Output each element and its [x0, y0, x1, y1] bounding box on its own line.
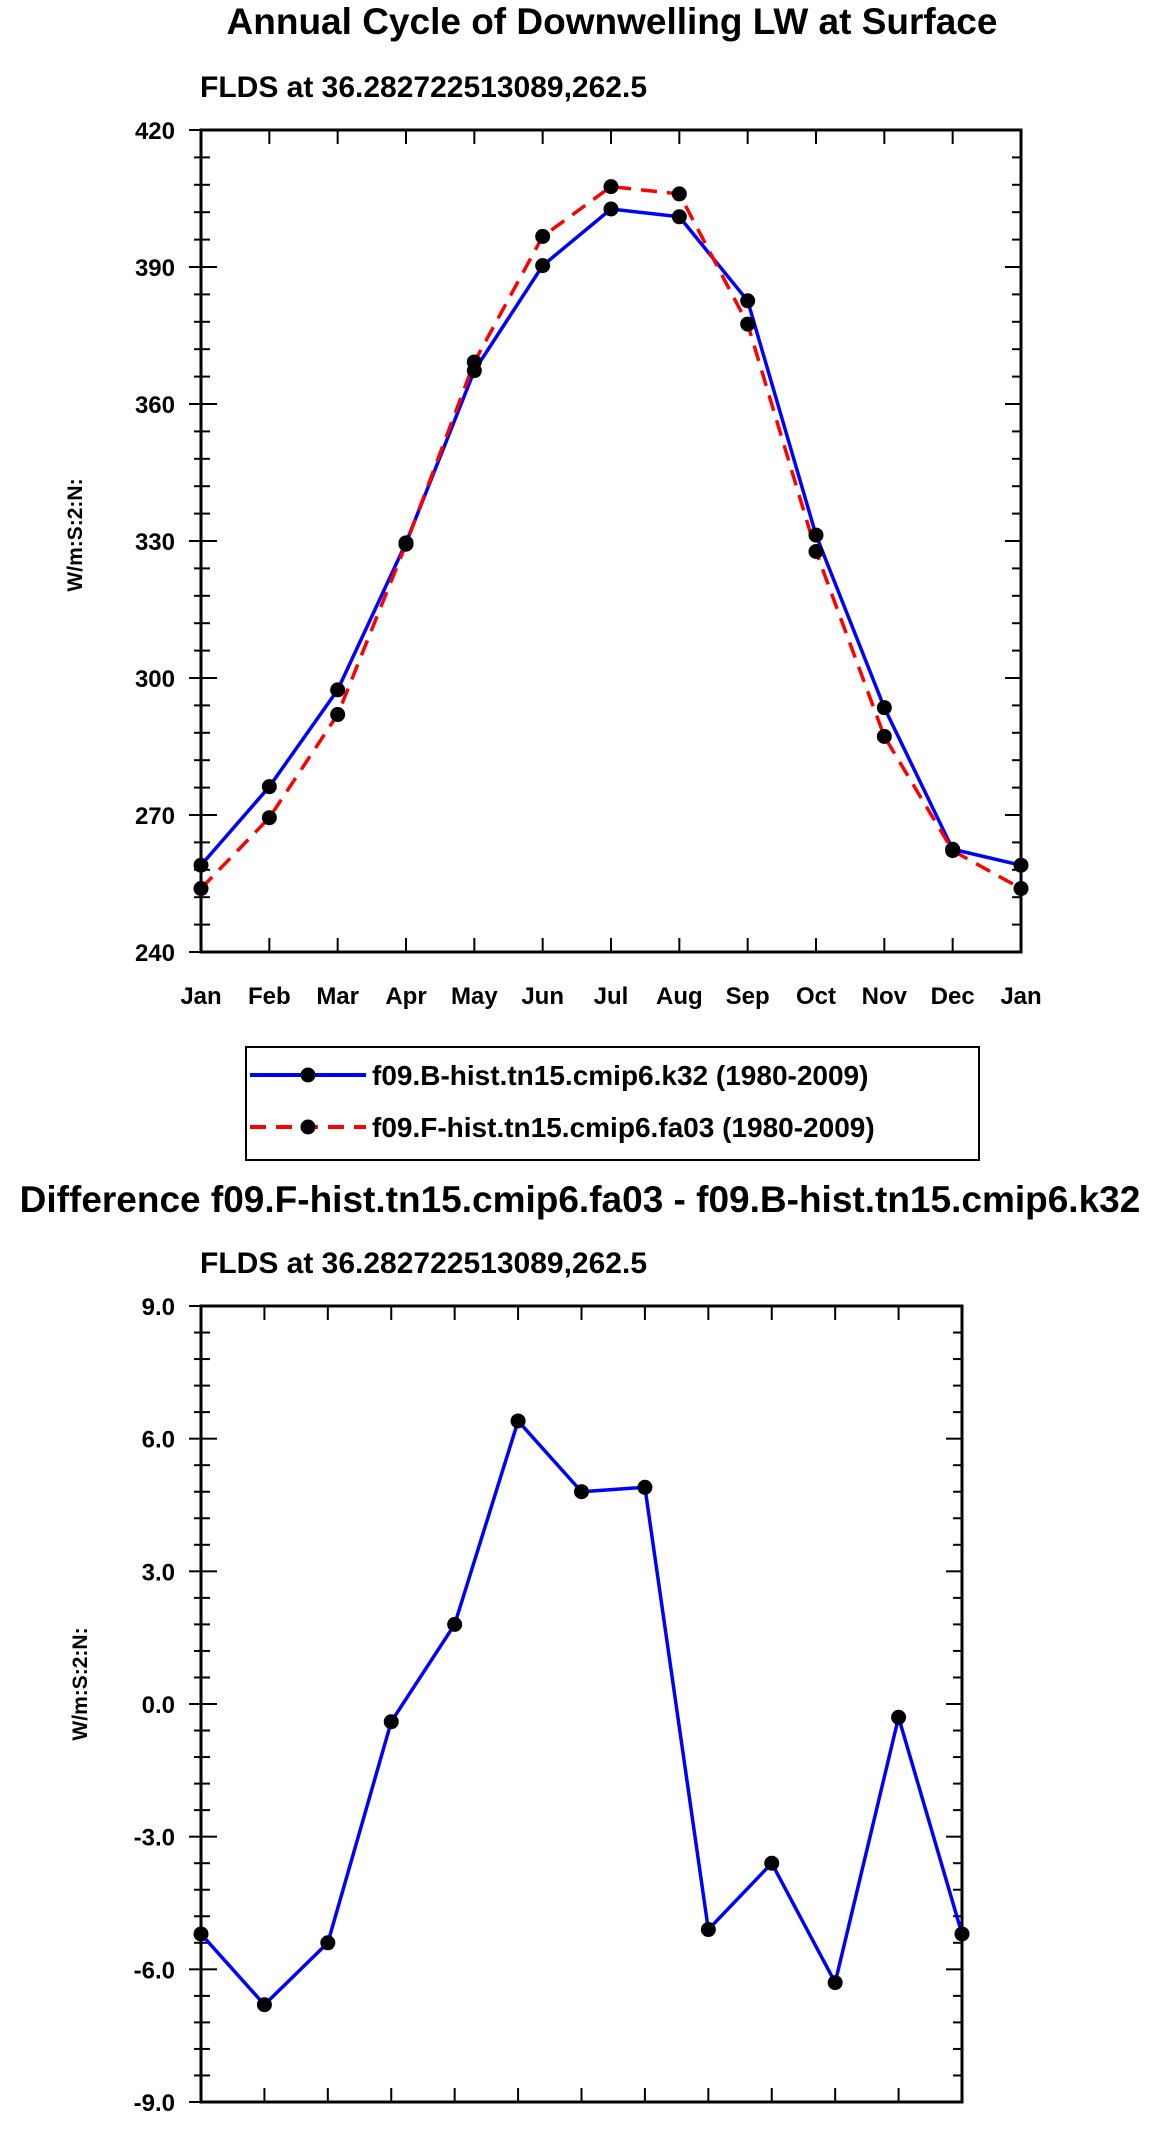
y-tick-label: -9.0 [134, 2090, 175, 2117]
series-2-point [740, 316, 756, 332]
chart1-x-tick-labels: Jan Feb Mar Apr May Jun Jul Aug Sep Oct Nov Dec Jan [180, 983, 1041, 1010]
series-2-point [671, 186, 687, 202]
annual-cycle-chart: Annual Cycle of Downwelling LW at Surfac… [64, 1, 1042, 1010]
series-1-point [637, 1479, 653, 1495]
y-tick-label: 9.0 [142, 1294, 175, 1321]
series-line-2 [199, 184, 1022, 891]
chart1-ylabel: W/m:S:2:N: [64, 478, 87, 591]
legend-label-series-2: f09.F-hist.tn15.cmip6.fa03 (1980-2009) [372, 1112, 875, 1143]
x-tick-label: Jun [521, 983, 564, 1010]
series-1-point [574, 1484, 589, 1500]
series-1-point [827, 1975, 843, 1991]
series-1-point [1013, 857, 1029, 873]
x-tick-label: Nov [862, 983, 908, 1010]
series-2-point [603, 179, 619, 195]
chart1-ticks [189, 129, 1022, 953]
series-line-1 [199, 207, 1022, 867]
y-tick-label: 390 [135, 255, 175, 282]
series-1-point [876, 700, 892, 716]
chart1-legend: f09.B-hist.tn15.cmip6.k32 (1980-2009) f0… [245, 1046, 980, 1161]
series-1-point [256, 1997, 272, 2013]
chart1-title: Annual Cycle of Downwelling LW at Surfac… [227, 1, 998, 42]
x-tick-label: May [451, 983, 498, 1010]
x-tick-label: Sep [726, 983, 770, 1010]
x-tick-label: Dec [931, 983, 975, 1010]
y-tick-label: 360 [135, 392, 175, 419]
series-1-point [535, 258, 551, 274]
series-2-point [398, 536, 414, 552]
series-1-point [330, 682, 346, 698]
series-1-point [700, 1922, 716, 1938]
chart2-series [193, 1413, 970, 2013]
legend-marker-series-2 [300, 1119, 316, 1135]
y-tick-label: 3.0 [142, 1559, 175, 1586]
series-1-point [954, 1926, 970, 1942]
series-1-point [193, 857, 209, 873]
chart2-title: Difference f09.F-hist.tn15.cmip6.fa03 - … [20, 1179, 1141, 1220]
x-tick-label: Jan [180, 983, 221, 1010]
series-1-point [740, 293, 756, 309]
x-tick-label: Apr [385, 983, 426, 1010]
series-2-point [535, 228, 551, 244]
y-tick-label: 6.0 [142, 1427, 175, 1454]
series-2-point [1013, 881, 1029, 897]
y-tick-label: 270 [135, 803, 175, 830]
x-tick-label: Aug [656, 983, 703, 1010]
series-1-point [603, 201, 619, 217]
legend-frame [245, 1046, 980, 1161]
series-1-point [671, 209, 687, 225]
chart2-y-tick-labels: -9.0 -6.0 -3.0 0.0 3.0 6.0 9.0 [134, 1294, 175, 2117]
legend-marker-series-1 [300, 1067, 316, 1083]
series-line-1 [199, 1419, 964, 2007]
series-1-point [510, 1413, 526, 1429]
series-1-point [261, 779, 277, 795]
y-tick-label: 240 [135, 940, 175, 967]
x-tick-label: Jan [1000, 983, 1041, 1010]
series-1-point [891, 1709, 907, 1725]
series-2-point [466, 354, 482, 370]
chart1-plot-frame [199, 128, 1023, 954]
y-tick-label: -6.0 [134, 1957, 175, 1984]
x-tick-label: Feb [248, 983, 291, 1010]
x-tick-label: Jul [594, 983, 629, 1010]
series-2-point [808, 544, 824, 560]
chart1-subtitle: FLDS at 36.282722513089,262.5 [200, 71, 647, 104]
series-2-point [193, 881, 209, 897]
chart1-y-tick-labels: 240 270 300 330 360 390 420 [135, 118, 175, 967]
chart1-series [193, 179, 1029, 897]
y-tick-label: 0.0 [142, 1692, 175, 1719]
series-2-point [945, 843, 961, 859]
chart2-plot-frame [199, 1304, 964, 2104]
difference-chart: Difference f09.F-hist.tn15.cmip6.fa03 - … [20, 1179, 1141, 2117]
series-2-point [261, 810, 277, 826]
chart2-ylabel: W/m:S:2:N: [69, 1627, 92, 1740]
series-1-point [808, 527, 824, 543]
chart2-ticks [189, 1305, 963, 2103]
series-1-point [383, 1714, 399, 1730]
y-tick-label: 330 [135, 529, 175, 556]
series-1-point [320, 1935, 336, 1951]
legend-label-series-1: f09.B-hist.tn15.cmip6.k32 (1980-2009) [372, 1060, 868, 1091]
series-1-point [447, 1616, 463, 1632]
y-tick-label: 420 [135, 118, 175, 145]
y-tick-label: -3.0 [134, 1825, 175, 1852]
series-1-point [764, 1855, 780, 1871]
chart2-subtitle: FLDS at 36.282722513089,262.5 [200, 1247, 647, 1280]
y-tick-label: 300 [135, 666, 175, 693]
series-2-point [876, 728, 892, 744]
series-2-point [330, 707, 346, 723]
x-tick-label: Oct [796, 983, 836, 1010]
series-1-point [193, 1926, 209, 1942]
x-tick-label: Mar [316, 983, 359, 1010]
